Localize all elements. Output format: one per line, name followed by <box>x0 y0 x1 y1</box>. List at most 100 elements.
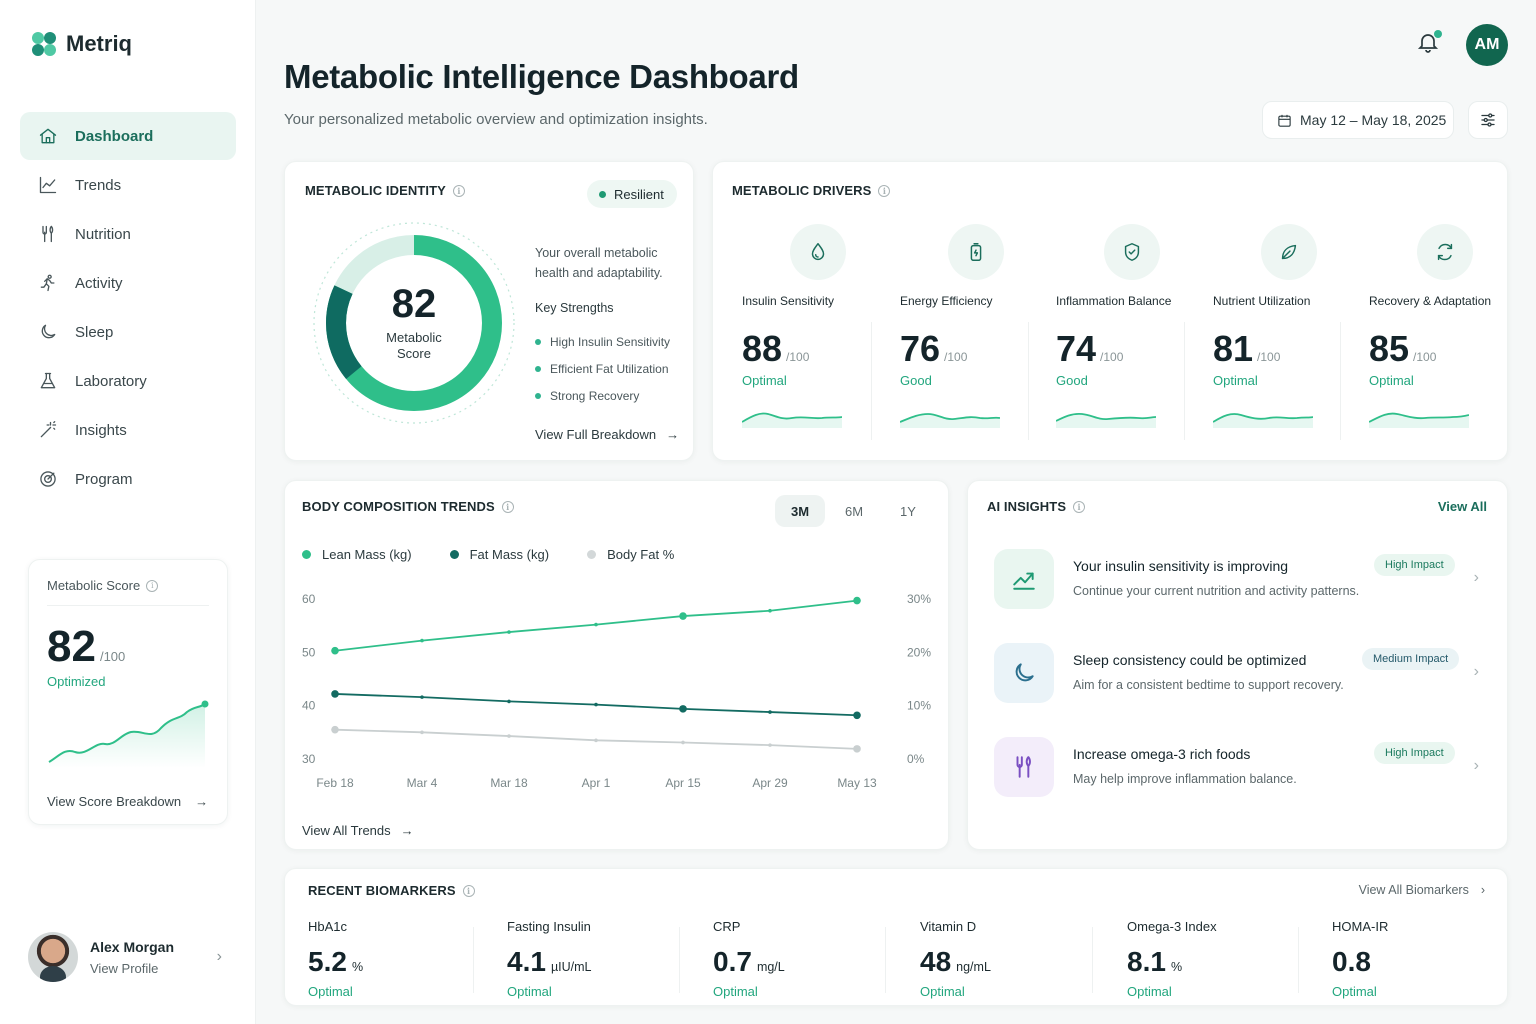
driver-sparkline <box>742 412 842 428</box>
driver-nutrient-utilization[interactable]: Nutrient Utilization 81/100 Optimal <box>1213 222 1368 442</box>
app-logo[interactable]: Metriq <box>30 30 132 58</box>
filter-settings-button[interactable] <box>1468 101 1508 139</box>
driver-denominator: /100 <box>1257 350 1281 364</box>
refresh-icon <box>1417 224 1473 280</box>
x-tick-label: Apr 15 <box>665 776 701 790</box>
sidebar-item-insights[interactable]: Insights <box>20 406 236 454</box>
insight-item[interactable]: Increase omega-3 rich foods May help imp… <box>994 737 1489 797</box>
legend-item[interactable]: Fat Mass (kg) <box>449 547 549 562</box>
date-range-picker[interactable]: May 12 – May 18, 2025 <box>1262 101 1454 139</box>
droplet-icon <box>790 224 846 280</box>
tab-6m[interactable]: 6M <box>844 503 864 519</box>
page-subtitle: Your personalized metabolic overview and… <box>284 111 708 128</box>
biomarker-status: Optimal <box>507 984 552 999</box>
sidebar-item-activity[interactable]: Activity <box>20 259 236 307</box>
data-point <box>331 646 339 655</box>
info-icon[interactable]: i <box>501 500 514 513</box>
biomarker-homa-ir[interactable]: HOMA-IR 0.8 Optimal <box>1332 919 1512 999</box>
sidebar-item-label: Insights <box>75 421 127 439</box>
view-all-trends-link[interactable]: View All Trends → <box>302 823 414 838</box>
target-icon <box>38 469 58 489</box>
driver-value: 74 <box>1056 328 1097 369</box>
biomarker-fasting-insulin[interactable]: Fasting Insulin 4.1 µIU/mL Optimal <box>507 919 687 999</box>
driver-recovery-adaptation[interactable]: Recovery & Adaptation 85/100 Optimal <box>1369 222 1524 442</box>
biomarker-value: 5.2 <box>308 946 347 977</box>
biomarker-name: CRP <box>713 919 741 934</box>
card-title: METABOLIC DRIVERS <box>732 183 872 198</box>
sidebar-item-label: Activity <box>75 274 123 292</box>
driver-name: Nutrient Utilization <box>1213 294 1311 308</box>
data-point <box>507 630 511 634</box>
insight-title: Sleep consistency could be optimized <box>1073 652 1307 668</box>
view-all-biomarkers-link[interactable]: View All Biomarkers › <box>1358 883 1485 897</box>
sidebar-item-nutrition[interactable]: Nutrition <box>20 210 236 258</box>
view-score-breakdown-link[interactable]: View Score Breakdown → <box>47 794 209 809</box>
user-avatar-button[interactable]: AM <box>1466 24 1508 66</box>
driver-inflammation-balance[interactable]: Inflammation Balance 74/100 Good <box>1056 222 1211 442</box>
legend-item[interactable]: Body Fat % <box>587 547 674 562</box>
magic-wand-icon <box>38 420 58 440</box>
data-point <box>768 743 772 747</box>
divider <box>1298 927 1299 993</box>
status-badge: Resilient <box>587 180 677 208</box>
biomarker-omega3-index[interactable]: Omega-3 Index 8.1% Optimal <box>1127 919 1307 999</box>
sidebar-item-dashboard[interactable]: Dashboard <box>20 112 236 160</box>
biomarker-unit: ng/mL <box>956 960 991 974</box>
biomarker-crp[interactable]: CRP 0.7 mg/L Optimal <box>713 919 893 999</box>
y2-tick-label: 10% <box>907 699 931 713</box>
flask-icon <box>38 371 58 391</box>
biomarker-name: Omega-3 Index <box>1127 919 1217 934</box>
info-icon[interactable]: i <box>146 579 159 592</box>
card-title: METABOLIC IDENTITY <box>305 183 446 198</box>
app-name: Metriq <box>66 31 132 56</box>
recent-biomarkers-card: RECENT BIOMARKERS i View All Biomarkers … <box>284 868 1508 1006</box>
arrow-right-icon: → <box>666 427 680 442</box>
insight-item[interactable]: Sleep consistency could be optimized Aim… <box>994 643 1489 703</box>
score-sparkline <box>48 700 209 768</box>
range-tabs: 3M 6M 1Y <box>775 495 937 527</box>
view-all-insights-link[interactable]: View All <box>1437 499 1487 514</box>
data-point <box>507 734 511 738</box>
score-value: 82 <box>47 622 96 671</box>
sidebar-item-laboratory[interactable]: Laboratory <box>20 357 236 405</box>
driver-status: Good <box>1056 373 1088 388</box>
info-icon[interactable]: i <box>1073 500 1086 513</box>
driver-energy-efficiency[interactable]: Energy Efficiency 76/100 Good <box>900 222 1055 442</box>
sidebar-item-label: Nutrition <box>75 225 131 243</box>
metabolic-score-donut <box>313 222 515 424</box>
data-point <box>594 738 598 743</box>
sidebar-item-label: Dashboard <box>75 127 154 145</box>
driver-value: 85 <box>1369 328 1410 369</box>
profile-card[interactable]: Alex Morgan View Profile › <box>28 932 228 982</box>
biomarker-name: HOMA-IR <box>1332 919 1389 934</box>
info-icon[interactable]: i <box>452 184 465 197</box>
tab-1y[interactable]: 1Y <box>900 503 916 519</box>
info-icon[interactable]: i <box>878 184 891 197</box>
sidebar-item-trends[interactable]: Trends <box>20 161 236 209</box>
view-profile-link[interactable]: View Profile <box>90 960 159 976</box>
driver-insulin-sensitivity[interactable]: Insulin Sensitivity 88/100 Optimal <box>742 222 897 442</box>
calendar-icon <box>1278 114 1291 127</box>
home-icon <box>38 126 58 146</box>
fork-knife-icon <box>38 224 58 244</box>
insight-item[interactable]: Your insulin sensitivity is improving Co… <box>994 549 1489 609</box>
info-icon[interactable]: i <box>462 884 475 897</box>
biomarker-hba1c[interactable]: HbA1c 5.2% Optimal <box>308 919 488 999</box>
notifications-button[interactable] <box>1416 30 1444 58</box>
legend-item[interactable]: Lean Mass (kg) <box>302 547 412 562</box>
insight-description: Continue your current nutrition and acti… <box>1073 584 1360 598</box>
data-point <box>420 695 424 699</box>
data-point <box>853 745 861 753</box>
arrow-right-icon: → <box>195 794 209 809</box>
biomarker-vitamin-d[interactable]: Vitamin D 48 ng/mL Optimal <box>920 919 1100 999</box>
tab-3m[interactable]: 3M <box>775 495 825 527</box>
sidebar-item-program[interactable]: Program <box>20 455 236 503</box>
driver-sparkline <box>1213 413 1313 428</box>
data-point <box>768 608 772 613</box>
data-point <box>594 622 598 627</box>
insight-description: May help improve inflammation balance. <box>1073 772 1297 786</box>
biomarker-status: Optimal <box>713 984 758 999</box>
view-full-breakdown-link[interactable]: View Full Breakdown → <box>535 427 680 442</box>
sidebar-item-sleep[interactable]: Sleep <box>20 308 236 356</box>
divider <box>1184 322 1185 440</box>
